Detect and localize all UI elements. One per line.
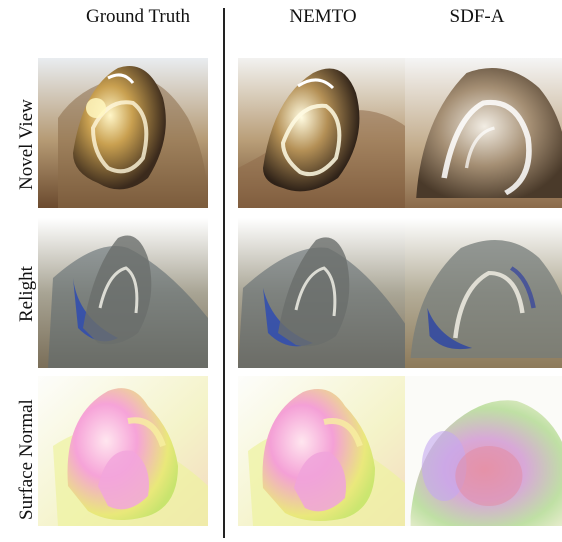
image-novel-view-ground-truth [38, 58, 208, 208]
image-novel-view-nemto [238, 58, 408, 208]
image-surface-normal-ground-truth [38, 376, 208, 526]
image-surface-normal-sdf-a [405, 376, 562, 526]
column-title-nemto: NEMTO [289, 6, 357, 27]
image-relight-ground-truth [38, 218, 208, 368]
image-novel-view-sdf-a [405, 58, 562, 208]
image-relight-sdf-a [405, 218, 562, 368]
row-label-novel-view: Novel View [16, 99, 37, 190]
column-title-ground-truth: Ground Truth [86, 6, 190, 27]
column-divider [223, 8, 225, 538]
row-label-surface-normal: Surface Normal [16, 399, 37, 520]
row-label-relight: Relight [16, 266, 37, 322]
image-surface-normal-nemto [238, 376, 408, 526]
image-relight-nemto [238, 218, 408, 368]
column-title-sdf-a: SDF-A [449, 6, 505, 27]
